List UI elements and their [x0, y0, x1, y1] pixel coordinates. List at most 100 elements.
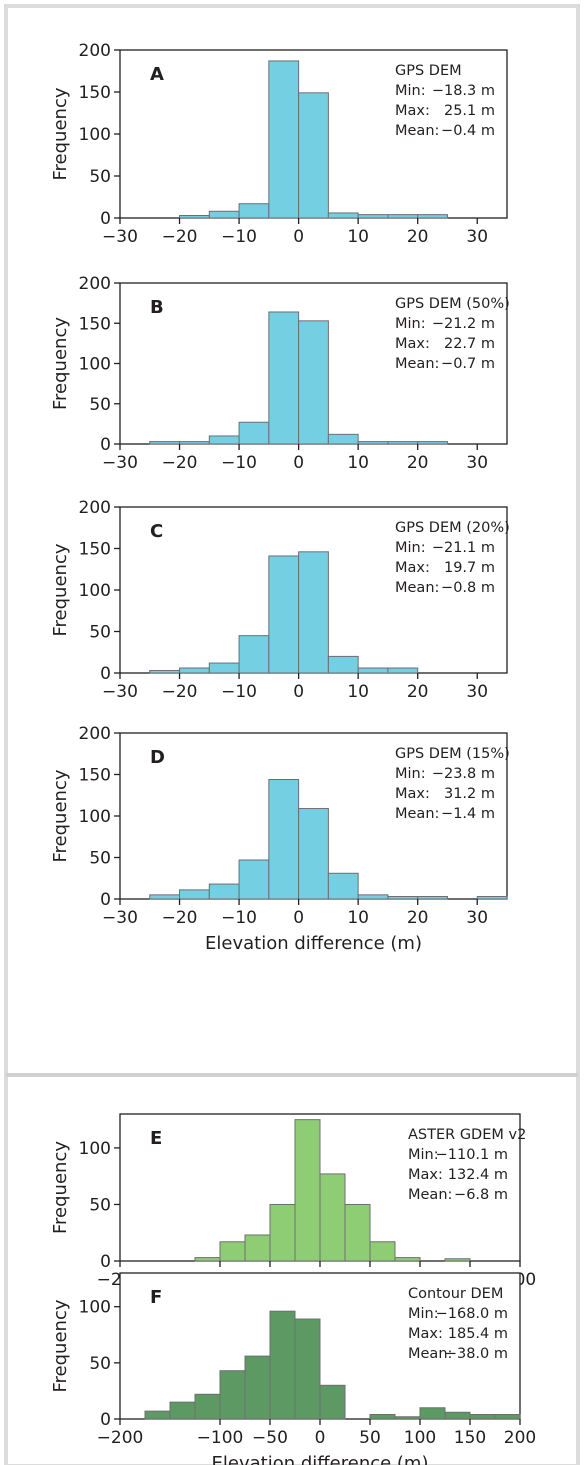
- x-tick-label: −30: [102, 682, 138, 702]
- stats-key: Min:: [395, 83, 426, 99]
- histogram-bar: [179, 441, 210, 445]
- stats-name: GPS DEM (20%): [395, 520, 510, 536]
- histogram-bar: [469, 1414, 496, 1420]
- histogram-bar: [387, 441, 419, 445]
- stats-key: Min:: [395, 316, 426, 332]
- histogram-bar: [149, 441, 181, 445]
- histogram-panel-f: 0 50 100 −200 −100 −50 0 50 100 150 200 Frequency El…: [50, 1272, 536, 1465]
- x-tick-label: 20: [407, 453, 429, 473]
- x-tick-label: 10: [347, 682, 369, 702]
- y-tick-label: 50: [89, 395, 111, 415]
- stats-value: −110.1 m: [436, 1147, 508, 1163]
- x-tick-label: −10: [221, 908, 257, 928]
- stats-value: −1.4 m: [441, 806, 495, 822]
- histogram-bar: [268, 60, 300, 219]
- stats-key: Min:: [395, 766, 426, 782]
- stats-value: −38.0 m: [445, 1346, 508, 1362]
- x-tick-label: −20: [162, 227, 198, 247]
- histogram-bar: [369, 1241, 396, 1262]
- x-tick-label: −20: [162, 453, 198, 473]
- y-tick-label: 0: [100, 1410, 111, 1430]
- x-tick-label: 20: [407, 682, 429, 702]
- y-tick-label: 200: [79, 274, 111, 294]
- stats-value: −21.2 m: [432, 316, 495, 332]
- x-tick-label: 10: [347, 453, 369, 473]
- histogram-bar: [327, 212, 359, 219]
- stats-key: Mean:: [395, 580, 439, 596]
- y-tick-label: 100: [79, 581, 111, 601]
- stats-key: Mean:: [408, 1346, 452, 1362]
- histogram-bar: [369, 1414, 396, 1420]
- x-tick-label: 200: [504, 1428, 536, 1448]
- y-tick-label: 50: [89, 167, 111, 187]
- stats-key: Min:: [408, 1306, 439, 1322]
- stats-name: GPS DEM (15%): [395, 746, 510, 762]
- histogram-bar: [269, 1310, 296, 1420]
- histogram-bar: [238, 859, 270, 900]
- x-tick-label: 30: [466, 908, 488, 928]
- stats-key: Mean:: [408, 1187, 452, 1203]
- histogram-bar: [327, 655, 359, 674]
- stats-key: Mean:: [395, 806, 439, 822]
- x-tick-label: 0: [293, 453, 304, 473]
- histogram-bar: [417, 896, 448, 900]
- histogram-bar: [169, 1401, 196, 1420]
- y-tick-label: 0: [100, 664, 111, 684]
- stats-key: Max:: [395, 336, 430, 352]
- y-tick-label: 100: [79, 1139, 111, 1159]
- y-axis-label: Frequency: [50, 769, 71, 862]
- histogram-bar: [298, 320, 329, 445]
- y-tick-label: 200: [79, 724, 111, 744]
- x-tick-label: −10: [221, 453, 257, 473]
- x-tick-label: 100: [404, 1428, 436, 1448]
- x-axis-label: Elevation difference (m): [205, 933, 422, 954]
- x-tick-label: −30: [102, 908, 138, 928]
- x-axis-label: Elevation difference (m): [212, 1453, 429, 1465]
- stats-key: Max:: [408, 1326, 443, 1342]
- histogram-bar: [387, 214, 419, 219]
- stats-value: 185.4 m: [448, 1326, 508, 1342]
- histogram-bar: [319, 1173, 346, 1262]
- histogram-bar: [357, 214, 389, 219]
- histogram-bar: [268, 311, 300, 445]
- histogram-bar: [268, 555, 300, 674]
- histogram-bar: [444, 1411, 471, 1420]
- y-tick-label: 100: [79, 355, 111, 375]
- histogram-bar: [208, 883, 240, 900]
- y-tick-label: 150: [79, 314, 111, 334]
- histogram-bar: [387, 896, 419, 900]
- stats-value: −0.8 m: [441, 580, 495, 596]
- y-tick-label: 100: [79, 807, 111, 827]
- histogram-bar: [179, 889, 210, 900]
- panel-letter: D: [150, 747, 165, 768]
- stats-key: Max:: [395, 103, 430, 119]
- histogram-bar: [269, 1203, 296, 1262]
- histogram-bar: [357, 441, 389, 445]
- x-tick-label: −20: [162, 682, 198, 702]
- y-tick-label: 50: [89, 623, 111, 643]
- y-tick-label: 50: [89, 1195, 111, 1215]
- histogram-bar: [194, 1257, 221, 1262]
- y-axis-label: Frequency: [50, 543, 71, 636]
- y-tick-label: 200: [79, 498, 111, 518]
- stats-value: −23.8 m: [432, 766, 495, 782]
- histogram-bar: [219, 1370, 246, 1420]
- histogram-bar: [179, 667, 210, 674]
- x-tick-label: −50: [252, 1428, 288, 1448]
- histogram-bar: [219, 1241, 246, 1262]
- x-tick-label: 50: [359, 1428, 381, 1448]
- y-tick-label: 200: [79, 41, 111, 61]
- histogram-bar: [208, 435, 240, 445]
- x-tick-label: 150: [454, 1428, 486, 1448]
- x-tick-label: 0: [293, 682, 304, 702]
- stats-value: −18.3 m: [432, 83, 495, 99]
- x-tick-label: 20: [407, 908, 429, 928]
- histogram-bar: [327, 433, 359, 445]
- histogram-bar: [494, 1414, 521, 1420]
- x-tick-label: −10: [221, 227, 257, 247]
- histogram-bar: [394, 1257, 421, 1262]
- panel-letter: F: [150, 1287, 162, 1308]
- stats-value: −168.0 m: [436, 1306, 508, 1322]
- histogram-bar: [387, 667, 419, 674]
